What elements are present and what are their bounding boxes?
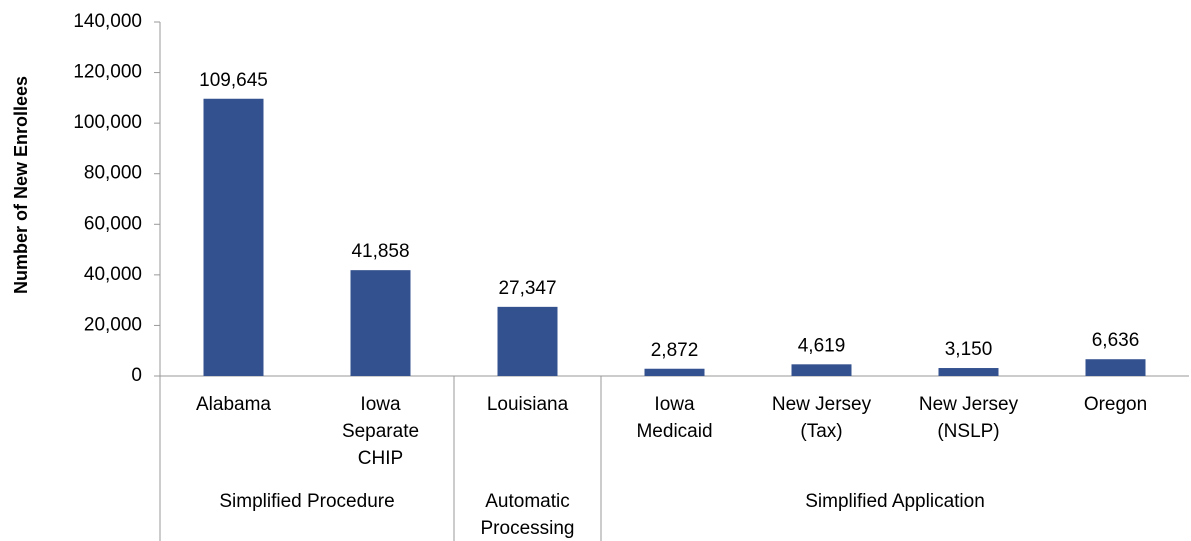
x-tick-label: Louisiana — [486, 394, 569, 415]
bar — [644, 368, 705, 376]
y-tick-label: 0 — [131, 365, 142, 386]
y-tick-label: 120,000 — [73, 62, 142, 83]
y-tick-label: 20,000 — [84, 314, 142, 335]
bar — [203, 98, 264, 376]
value-label: 41,858 — [351, 241, 409, 262]
y-tick-label: 140,000 — [73, 11, 142, 32]
y-tick-label: 100,000 — [73, 112, 142, 133]
y-axis-title: Number of New Enrollees — [11, 76, 31, 294]
group-label: Simplified Procedure — [219, 491, 395, 512]
value-label: 6,636 — [1092, 330, 1140, 351]
x-tick-label: New Jersey (NSLP) — [918, 394, 1019, 442]
bar — [350, 270, 411, 376]
x-tick-label: New Jersey (Tax) — [771, 394, 872, 442]
bar — [1085, 359, 1146, 376]
value-label: 109,645 — [199, 70, 268, 91]
x-tick-label: Alabama — [196, 394, 271, 415]
y-tick-label: 40,000 — [84, 264, 142, 285]
value-label: 3,150 — [945, 339, 993, 360]
x-tick-label: Iowa Medicaid — [636, 394, 713, 442]
bar — [938, 368, 999, 376]
group-label: Automatic Processing — [480, 491, 575, 539]
value-label: 27,347 — [498, 278, 556, 299]
y-tick-label: 60,000 — [84, 213, 142, 234]
value-label: 4,619 — [798, 335, 846, 356]
value-label: 2,872 — [651, 340, 699, 361]
bar — [791, 364, 852, 376]
x-tick-label: Iowa Separate CHIP — [341, 394, 420, 469]
group-label: Simplified Application — [805, 491, 985, 512]
bar — [497, 306, 558, 376]
x-tick-label: Oregon — [1083, 394, 1148, 415]
y-tick-label: 80,000 — [84, 163, 142, 184]
